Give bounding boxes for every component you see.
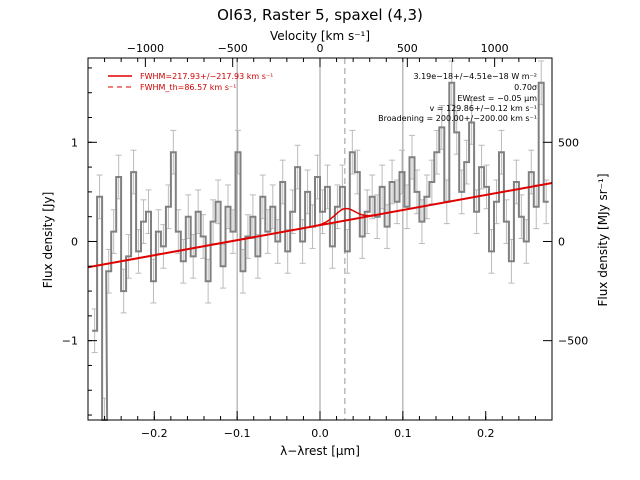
annotation-velocity: v = 129.86+/−0.12 km s⁻¹ bbox=[429, 104, 537, 113]
annotation-broadening: Broadening = 200.00+/−200.00 km s⁻¹ bbox=[378, 114, 537, 123]
chart-title: OI63, Raster 5, spaxel (4,3) bbox=[217, 6, 423, 24]
y-tick-label: −1 bbox=[62, 335, 78, 348]
right-tick-label: 0 bbox=[558, 235, 565, 248]
right-tick-label: 500 bbox=[558, 136, 579, 149]
plot-area: −0.2 −0.1 0.0 0.1 0.2 −1 0 1 −1000 −500 0 500 1000 −5… bbox=[62, 42, 588, 440]
x-tick-label: 0.0 bbox=[311, 427, 329, 440]
top-tick-label: 1000 bbox=[481, 42, 509, 55]
x-tick-label: −0.2 bbox=[141, 427, 168, 440]
fit-annotations: 3.19e−18+/−4.51e−18 W m⁻² 0.70σ EWrest =… bbox=[378, 72, 537, 123]
top-tick-label: −500 bbox=[218, 42, 248, 55]
legend-label-fwhm-th: FWHM_th=86.57 km s⁻¹ bbox=[140, 83, 236, 92]
x-axis-label: λ−λrest [μm] bbox=[280, 444, 360, 458]
right-tick-label: −500 bbox=[558, 335, 588, 348]
annotation-sigma: 0.70σ bbox=[514, 83, 537, 92]
legend: FWHM=217.93+/−217.93 km s⁻¹ FWHM_th=86.5… bbox=[108, 72, 273, 92]
annotation-flux: 3.19e−18+/−4.51e−18 W m⁻² bbox=[413, 72, 537, 81]
x-tick-label: −0.1 bbox=[224, 427, 251, 440]
right-axis-label: Flux density [MJy sr⁻¹] bbox=[596, 173, 610, 306]
top-tick-label: −1000 bbox=[127, 42, 164, 55]
spectrum-histogram bbox=[92, 81, 549, 421]
top-tick-label: 500 bbox=[397, 42, 418, 55]
y-tick-label: 0 bbox=[71, 235, 78, 248]
x-tick-label: 0.2 bbox=[477, 427, 495, 440]
top-tick-label: 0 bbox=[317, 42, 324, 55]
annotation-ew: EWrest = −0.05 μm bbox=[457, 94, 537, 103]
y-tick-label: 1 bbox=[71, 136, 78, 149]
legend-label-fwhm: FWHM=217.93+/−217.93 km s⁻¹ bbox=[140, 72, 273, 81]
gaussian-fit-line bbox=[304, 207, 385, 229]
y-axis-label: Flux density [Jy] bbox=[41, 192, 55, 289]
top-axis-label: Velocity [km s⁻¹] bbox=[270, 29, 370, 43]
x-tick-label: 0.1 bbox=[394, 427, 412, 440]
